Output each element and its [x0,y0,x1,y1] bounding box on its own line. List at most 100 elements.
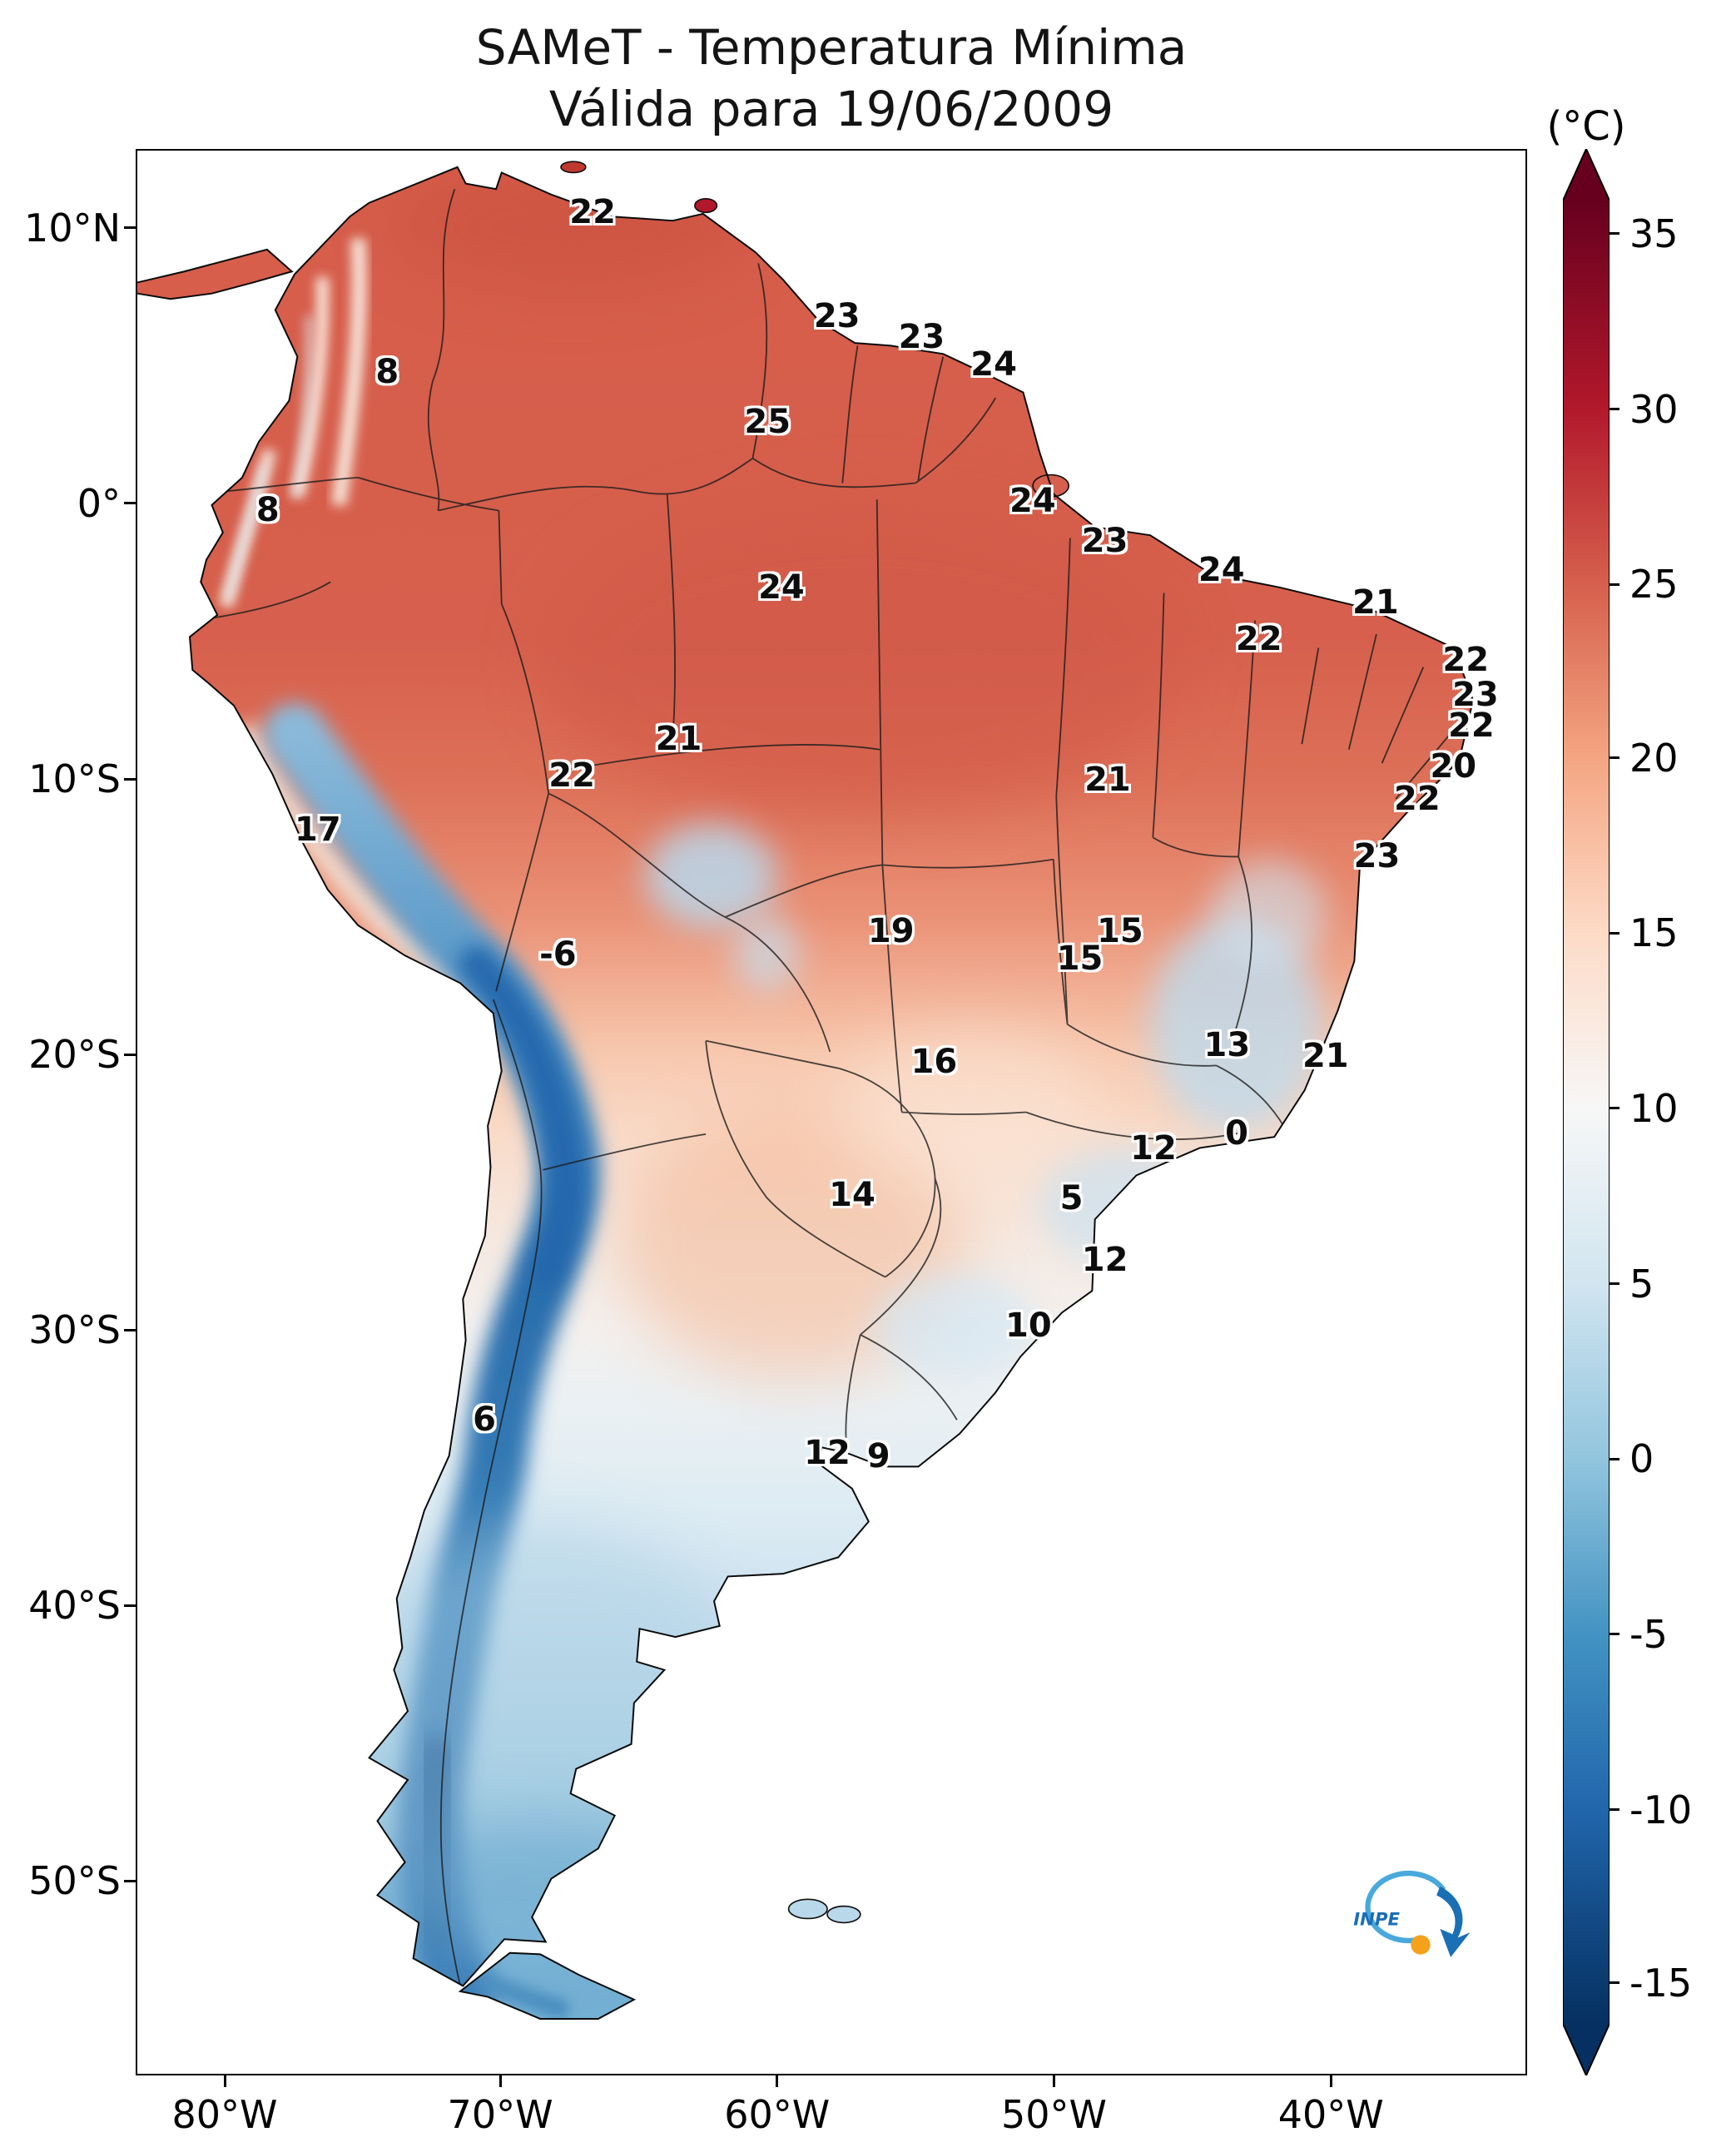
colorbar-tick-mark [1610,1457,1619,1460]
temperature-label: 24 [758,568,805,607]
latitude-tick-label: 10°N [24,205,121,250]
colorbar-arrow-bottom [1563,2024,1610,2075]
coastline [137,166,1475,2020]
temperature-label: 5 [1059,1179,1084,1218]
temperature-label: 22 [548,756,595,796]
colorbar [1562,146,1610,2078]
temperature-label: 8 [255,491,280,530]
temperature-label: 20 [1430,746,1477,786]
temperature-label: 23 [1081,522,1128,561]
colorbar-tick-mark [1610,931,1619,935]
title-line-1: SAMeT - Temperatura Mínima [475,19,1188,76]
temperature-label: 6 [473,1401,496,1440]
latitude-tick-mark [124,1053,136,1056]
temperature-label: 10 [1005,1307,1052,1346]
latitude-tick-label: 10°S [28,756,121,801]
temperature-label: 23 [813,296,861,335]
temperature-label: 22 [1394,779,1441,818]
colorbar-tick-label: 35 [1629,211,1679,256]
colorbar-tick-mark [1610,1107,1619,1110]
temperature-label: 24 [1198,550,1245,589]
colorbar-arrow-top [1563,149,1610,201]
temperature-label: 12 [1081,1241,1128,1280]
temperature-label: 15 [1056,939,1104,978]
longitude-tick-mark [776,2075,779,2087]
latitude-tick-label: 50°S [28,1858,121,1904]
temperature-label: 14 [829,1175,875,1214]
temperature-label: 15 [1097,912,1143,951]
longitude-tick-label: 40°W [1277,2092,1384,2137]
colorbar-gradient [1563,201,1610,2024]
colorbar-tick-mark [1610,408,1619,411]
inpe-logo: INPE [1336,1862,1477,1971]
colorbar-tick-label: -5 [1629,1611,1668,1657]
longitude-tick-label: 50°W [1001,2092,1108,2137]
temperature-label: 0 [1225,1113,1248,1153]
colorbar-tick-mark [1610,1633,1619,1636]
longitude-tick-mark [1053,2075,1056,2087]
temperature-label: 22 [1235,619,1282,658]
colorbar-tick-label: 30 [1629,386,1679,432]
colorbar-tick-mark [1610,1981,1619,1985]
temperature-label: 23 [1353,837,1401,876]
temperature-label: 19 [867,912,915,951]
map-plot: INPE 22 23 23 24 25 8 8 24 23 24 21 24 22 22 23 22 21 20 2… [136,149,1527,2075]
temperature-label: 21 [1302,1037,1349,1076]
island-caribbean [560,161,587,174]
island-falkland-west [787,1898,828,1920]
logo-orange-dot [1410,1935,1431,1955]
figure-title: SAMeT - Temperatura Mínima Válida para 1… [136,17,1527,140]
longitude-tick-mark [223,2075,226,2087]
colorbar-tick-label: 15 [1629,910,1679,956]
latitude-tick-label: 40°S [28,1583,121,1629]
country-borders [214,188,1452,1986]
temperature-label: 22 [1448,706,1495,745]
latitude-tick-mark [124,1879,136,1882]
temperature-label: 25 [744,402,791,441]
latitude-tick-label: 30°S [28,1307,121,1353]
temperature-label: 21 [1352,583,1399,622]
temperature-label: 23 [898,318,945,357]
latitude-tick-mark [124,226,136,230]
colorbar-tick-label: 5 [1629,1261,1654,1307]
temperature-label: 24 [970,345,1017,384]
colorbar-tick-label: 10 [1629,1085,1679,1131]
colorbar-tick-label: 20 [1629,735,1679,781]
latitude-tick-label: 20°S [28,1032,121,1078]
colorbar-tick-mark [1610,583,1619,586]
temperature-field [137,166,1473,2019]
temperature-label: 22 [1442,641,1490,680]
longitude-tick-label: 70°W [447,2092,553,2137]
temperature-label: 8 [375,352,399,391]
island-falkland-east [826,1905,861,1924]
colorbar-tick-mark [1610,756,1619,760]
south-america-map [137,161,1475,2020]
temperature-label: 22 [569,192,616,231]
latitude-tick-label: 0° [77,480,121,526]
colorbar-tick-mark [1610,232,1619,236]
colorbar-unit-label: (°C) [1546,103,1626,150]
temperature-label: 13 [1203,1025,1251,1064]
latitude-tick-mark [124,1604,136,1607]
temperature-label: 12 [1130,1129,1177,1168]
colorbar-tick-mark [1610,1282,1619,1286]
temperature-label: 17 [294,810,341,849]
colorbar-graphic [1562,146,1610,2078]
temperature-label: 12 [804,1433,851,1472]
longitude-tick-mark [1329,2075,1332,2087]
inpe-logo-text: INPE [1353,1910,1400,1931]
temperature-label: -6 [539,935,577,974]
temperature-label: 16 [910,1043,958,1082]
colorbar-tick-mark [1610,1808,1619,1812]
island-trinidad [694,197,718,214]
latitude-tick-mark [124,777,136,781]
temperature-label: 23 [1452,676,1499,714]
temperature-label: 9 [866,1437,890,1476]
title-line-2: Válida para 19/06/2009 [548,81,1114,138]
longitude-tick-label: 60°W [724,2092,831,2137]
logo-arrow [1436,1887,1471,1958]
temperature-label: 21 [1084,760,1131,799]
latitude-tick-mark [124,502,136,505]
colorbar-tick-label: -15 [1629,1960,1693,2006]
